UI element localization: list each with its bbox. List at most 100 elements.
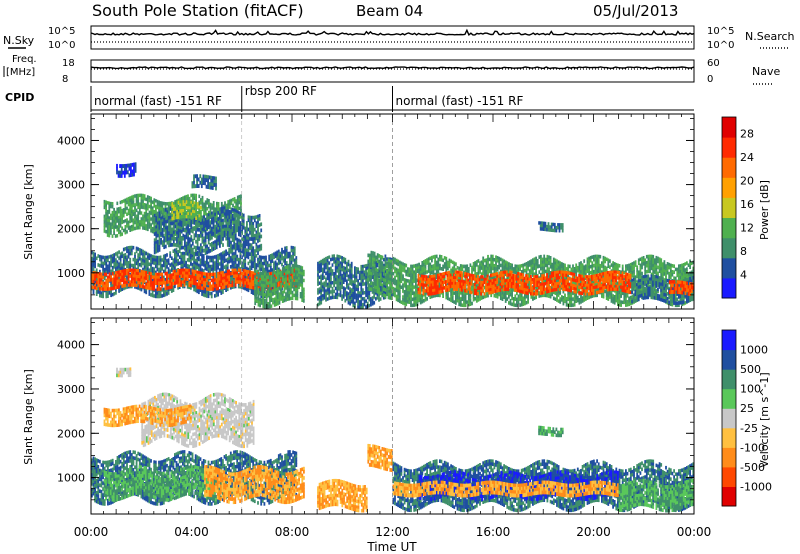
- heatmap-cell: [225, 270, 227, 275]
- heatmap-cell: [233, 208, 236, 213]
- heatmap-cell: [411, 279, 414, 284]
- heatmap-cell: [127, 277, 130, 281]
- heatmap-cell: [180, 255, 183, 259]
- heatmap-cell: [164, 208, 167, 212]
- heatmap-cell: [108, 291, 111, 295]
- heatmap-cell: [194, 258, 197, 263]
- heatmap-cell: [366, 289, 369, 294]
- heatmap-cell: [266, 264, 269, 268]
- heatmap-cell: [143, 203, 146, 207]
- heatmap-cell: [299, 292, 302, 296]
- heatmap-cell: [187, 200, 190, 204]
- heatmap-cell: [191, 275, 194, 279]
- heatmap-cell: [123, 170, 126, 175]
- heatmap-cell: [244, 265, 247, 270]
- heatmap-cell: [241, 222, 243, 226]
- heatmap-cell: [209, 236, 212, 241]
- heatmap-cell: [161, 210, 164, 214]
- heatmap-cell: [259, 271, 261, 275]
- heatmap-cell: [247, 236, 250, 241]
- heatmap-cell: [111, 256, 114, 261]
- heatmap-cell: [188, 237, 191, 241]
- heatmap-cell: [415, 272, 417, 277]
- heatmap-cell: [122, 281, 125, 285]
- heatmap-cell: [178, 285, 181, 289]
- heatmap-cell: [358, 303, 361, 307]
- heatmap-cell: [245, 281, 248, 285]
- heatmap-cell: [413, 300, 416, 304]
- heatmap-cell: [398, 299, 401, 304]
- heatmap-cell: [130, 248, 133, 253]
- heatmap-cell: [166, 265, 168, 269]
- heatmap-cell: [166, 241, 169, 245]
- heatmap-cell: [278, 298, 281, 302]
- heatmap-cell: [375, 255, 377, 260]
- heatmap-cell: [376, 277, 379, 282]
- heatmap-cell: [179, 200, 182, 204]
- heatmap-cell: [196, 211, 199, 215]
- heatmap-cell: [296, 270, 299, 274]
- heatmap-cell: [175, 268, 178, 273]
- heatmap-cell: [94, 258, 96, 263]
- heatmap-cell: [228, 253, 231, 258]
- heatmap-cell: [204, 181, 206, 186]
- heatmap-cell: [91, 285, 93, 289]
- heatmap-cell: [102, 294, 104, 299]
- heatmap-cell: [209, 202, 212, 207]
- heatmap-cell: [151, 284, 154, 288]
- heatmap-cell: [132, 197, 135, 202]
- heatmap-cell: [374, 291, 377, 295]
- heatmap-cell: [429, 295, 432, 299]
- heatmap-cell: [336, 295, 339, 300]
- heatmap-cell: [258, 235, 261, 240]
- heatmap-cell: [126, 271, 128, 276]
- heatmap-cell: [217, 289, 219, 294]
- heatmap-cell: [376, 289, 379, 294]
- heatmap-cell: [217, 202, 220, 206]
- heatmap-cell: [354, 275, 356, 279]
- heatmap-cell: [429, 256, 432, 261]
- heatmap-cell: [199, 249, 202, 254]
- heatmap-cell: [135, 271, 138, 276]
- heatmap-cell: [350, 282, 353, 286]
- heatmap-cell: [179, 217, 181, 221]
- heatmap-cell: [265, 275, 268, 280]
- heatmap-cell: [416, 266, 419, 270]
- heatmap-cell: [210, 258, 213, 263]
- heatmap-cell: [252, 258, 255, 262]
- heatmap-cell: [238, 229, 240, 234]
- heatmap-cell: [204, 281, 207, 285]
- heatmap-cell: [265, 284, 268, 288]
- heatmap-cell: [118, 285, 120, 289]
- heatmap-cell: [172, 275, 175, 280]
- heatmap-cell: [258, 214, 261, 218]
- heatmap-cell: [162, 293, 165, 298]
- heatmap-cell: [222, 218, 224, 223]
- heatmap-cell: [130, 227, 133, 232]
- heatmap-cell: [405, 278, 408, 283]
- heatmap-cell: [175, 262, 178, 267]
- heatmap-cell: [390, 284, 393, 288]
- heatmap-cell: [184, 246, 186, 251]
- heatmap-cell: [157, 227, 159, 232]
- heatmap-cell: [153, 226, 156, 230]
- heatmap-cell: [142, 258, 144, 263]
- heatmap-cell: [383, 278, 385, 282]
- heatmap-cell: [239, 277, 242, 281]
- heatmap-cell: [168, 243, 170, 248]
- heatmap-cell: [349, 281, 351, 285]
- heatmap-cell: [180, 215, 183, 219]
- heatmap-cell: [236, 219, 239, 223]
- heatmap-cell: [212, 267, 215, 272]
- heatmap-cell: [167, 234, 170, 238]
- heatmap-cell: [187, 230, 189, 235]
- heatmap-cell: [110, 254, 112, 259]
- heatmap-cell: [111, 222, 114, 227]
- heatmap-cell: [150, 277, 152, 282]
- heatmap-cell: [394, 278, 396, 283]
- heatmap-cell: [386, 282, 388, 287]
- heatmap-cell: [370, 269, 373, 273]
- heatmap-cell: [167, 291, 170, 295]
- heatmap-cell: [212, 258, 215, 263]
